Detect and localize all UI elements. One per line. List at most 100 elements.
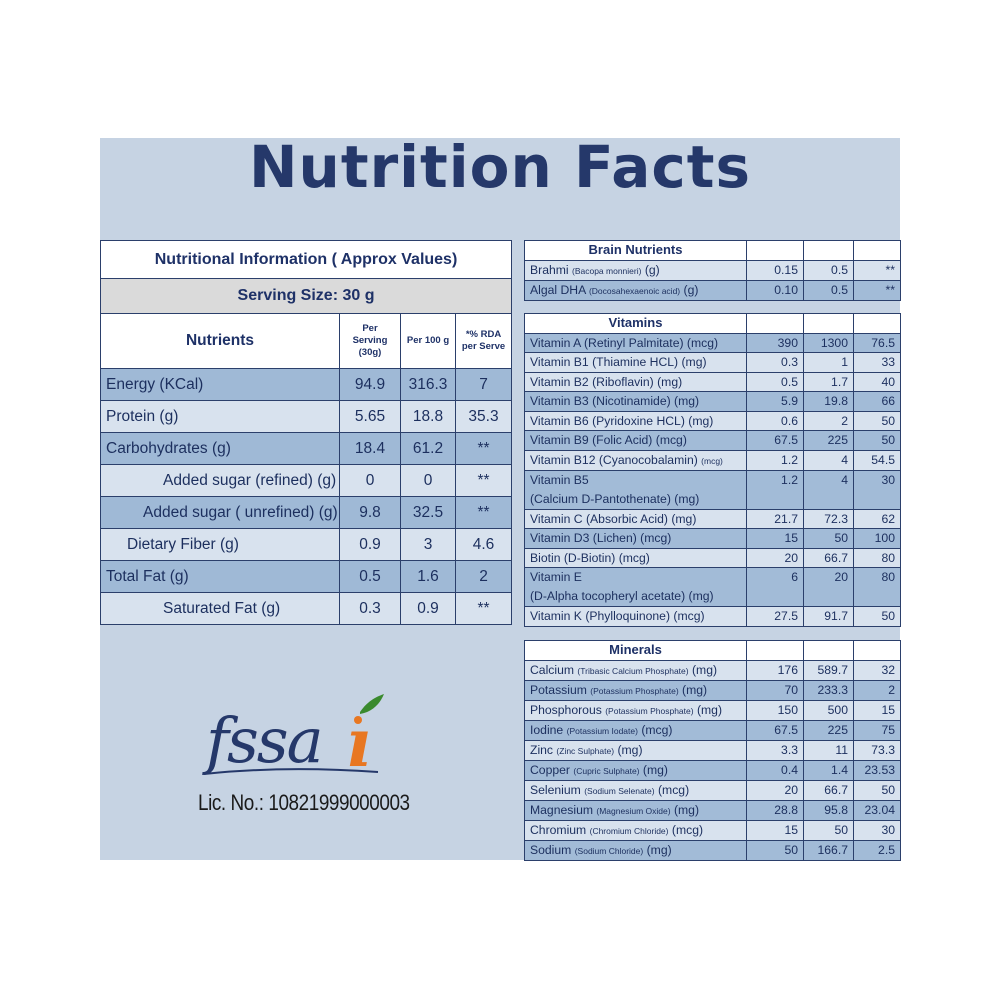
value-cell: 20 [746,779,804,801]
value-cell: 67.5 [746,430,804,451]
value-cell: 1.7 [803,371,854,392]
value-cell: 15 [746,528,804,549]
value-cell: ** [454,432,513,465]
value-cell: 0.4 [746,759,804,781]
nutrient-name: Algal DHA (Docosahexaenoic acid) (g) [524,279,747,301]
nutrient-name: Sodium (Sodium Chloride) (mg) [524,839,747,861]
table-row: Vitamin E (D-Alpha tocopheryl acetate) (m… [524,567,901,607]
nutrient-source: (Bacopa monnieri) [572,265,642,276]
table-row: Vitamin B9 (Folic Acid) (mcg) 67.5 225 50 [524,430,901,451]
table-row: Iodine (Potassium Iodate) (mcg) 67.5 225 75 [524,719,901,741]
nutrient-label: Vitamin B2 (Riboflavin) (mg) [530,374,683,389]
value-cell: 66.7 [803,547,854,568]
nutrient-unit: (mg) [682,682,708,697]
svg-text:ı: ı [346,704,371,780]
nutrient-name: Vitamin B6 (Pyridoxine HCL) (mg) [524,410,747,431]
nutrient-unit: (mcg) [641,722,673,737]
value-cell: 5.65 [339,400,401,433]
value-cell: 4 [803,469,854,510]
nutrient-unit: (mg) [696,702,723,717]
value-cell: 0 [339,464,401,497]
nutrient-label: Vitamin B9 (Folic Acid) (mcg) [530,433,687,448]
value-cell: 1.2 [746,449,804,471]
value-cell: 225 [803,430,854,451]
nutrient-source: (Magnesium Oxide) [596,805,671,816]
value-cell: 7 [454,368,513,401]
table-row: Carbohydrates (g) 18.4 61.2 ** [100,432,513,465]
value-cell: 21.7 [746,508,804,529]
section-heading: Vitamins [524,313,747,334]
value-cell: 80 [853,547,901,568]
table-row: Algal DHA (Docosahexaenoic acid) (g) 0.10… [524,279,901,301]
nutrient-source: (Potassium Phosphate) [590,685,679,696]
table-row: Vitamin C (Absorbic Acid) (mg) 21.7 72.3 62 [524,508,901,529]
value-cell: 50 [803,819,854,841]
value-cell: 225 [803,719,854,741]
nutrient-name: Calcium (Tribasic Calcium Phosphate) (mg… [524,659,747,681]
table-row: Vitamin B3 (Nicotinamide) (mg) 5.9 19.8 66 [524,391,901,412]
value-cell: 0.5 [746,371,804,392]
nutrient-label: Vitamin E [530,570,582,584]
value-cell: 0 [400,464,456,497]
value-cell: 94.9 [339,368,401,401]
nutrient-name: Vitamin B12 (Cyanocobalamin) (mcg) [524,449,747,471]
brain-nutrients-table: Brain Nutrients Brahmi (Bacopa monnieri)… [524,240,901,301]
value-cell: 2.5 [853,839,901,861]
nutrient-source: (Tribasic Calcium Phosphate) [577,665,689,676]
value-cell: 4.6 [454,528,513,561]
value-cell: 30 [853,469,901,510]
value-cell: 2 [454,560,513,593]
nutrient-name: Copper (Cupric Sulphate) (mg) [524,759,747,781]
table-row: Vitamin A (Retinyl Palmitate) (mcg) 390 13… [524,332,901,353]
value-cell: 19.8 [803,391,854,412]
value-cell: 54.5 [853,449,901,471]
nutrient-name: Total Fat (g) [100,560,340,593]
nutrient-label: Chromium [530,822,587,837]
nutrient-label: Vitamin B3 (Nicotinamide) (mg) [530,394,700,409]
nutrient-unit: (g) [644,262,660,277]
table-row: Zinc (Zinc Sulphate) (mg) 3.3 11 73.3 [524,739,901,761]
fssai-logo: fssa ı [202,694,384,780]
table-row: Magnesium (Magnesium Oxide) (mg) 28.8 95.8… [524,799,901,821]
nutrient-source: (Zinc Sulphate) [556,745,615,756]
table-row: Calcium (Tribasic Calcium Phosphate) (mg… [524,659,901,681]
value-cell: 0.6 [746,410,804,431]
value-cell: 20 [803,567,854,607]
value-cell: 3.3 [746,739,804,761]
value-cell: 2 [803,410,854,431]
value-cell: 50 [803,528,854,549]
value-cell: 3 [400,528,456,561]
value-cell: 75 [853,719,901,741]
serving-size: Serving Size: 30 g [99,278,513,314]
table-row: Total Fat (g) 0.5 1.6 2 [100,560,513,593]
nutrient-name: Carbohydrates (g) [100,432,340,465]
section-heading: Minerals [524,640,747,661]
column-header: Per 100 g [400,313,456,369]
value-cell: 0.10 [746,279,804,301]
value-cell: 23.04 [853,799,901,821]
nutrient-name: Vitamin B2 (Riboflavin) (mg) [524,371,747,392]
svg-text:fssa: fssa [202,704,322,777]
nutrient-name: Chromium (Chromium Chloride) (mcg) [524,819,747,841]
table-row: Vitamin B5 (Calcium D-Pantothenate) (mg) 1… [524,469,901,510]
vitamins-table: Vitamins Vitamin A (Retinyl Palmitate) (… [524,313,901,627]
value-cell: 1 [803,352,854,373]
value-cell: 11 [803,739,854,761]
value-cell: 1.4 [803,759,854,781]
value-cell: 95.8 [803,799,854,821]
nutrient-label: Vitamin K (Phylloquinone) (mcg) [530,609,705,624]
value-cell: ** [853,259,901,281]
nutrient-name: Vitamin D3 (Lichen) (mcg) [524,528,747,549]
value-cell: 66.7 [803,779,854,801]
nutrient-name: Vitamin B3 (Nicotinamide) (mg) [524,391,747,412]
nutrient-label: Phosphorous [530,702,602,717]
nutrient-label: Iodine [530,722,564,737]
value-cell: 91.7 [803,606,854,627]
nutrient-name: Potassium (Potassium Phosphate) (mg) [524,679,747,701]
value-cell: 50 [853,779,901,801]
nutrient-label: Zinc [530,742,554,757]
value-cell: 0.3 [746,352,804,373]
value-cell: 1.6 [400,560,456,593]
table-row: Energy (KCal) 94.9 316.3 7 [100,368,513,401]
value-cell: 5.9 [746,391,804,412]
